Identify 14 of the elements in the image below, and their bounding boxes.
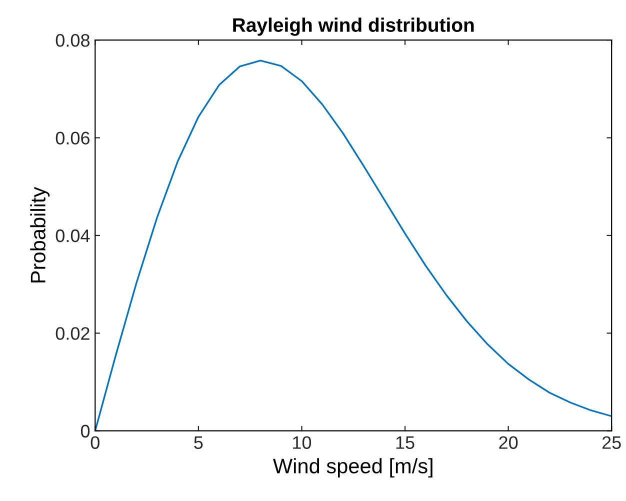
y-tick-label: 0.06 <box>56 132 90 144</box>
y-tick-label: 0.02 <box>56 327 90 340</box>
chart-title: Rayleigh wind distribution <box>233 18 474 36</box>
x-axis-title: Wind speed [m/s] <box>273 458 432 478</box>
x-tick-label: 5 <box>194 436 203 449</box>
y-tick-label: 0.04 <box>56 229 90 242</box>
x-tick-label: 10 <box>293 436 312 449</box>
x-tick-label: 0 <box>90 436 100 449</box>
x-tick-label: 20 <box>499 436 518 449</box>
x-tick-label: 25 <box>602 436 621 449</box>
y-axis-title: Probability <box>30 186 50 282</box>
y-tick-label: 0.08 <box>56 34 90 47</box>
y-tick-label: 0 <box>80 424 90 438</box>
x-tick-label: 15 <box>396 436 414 449</box>
